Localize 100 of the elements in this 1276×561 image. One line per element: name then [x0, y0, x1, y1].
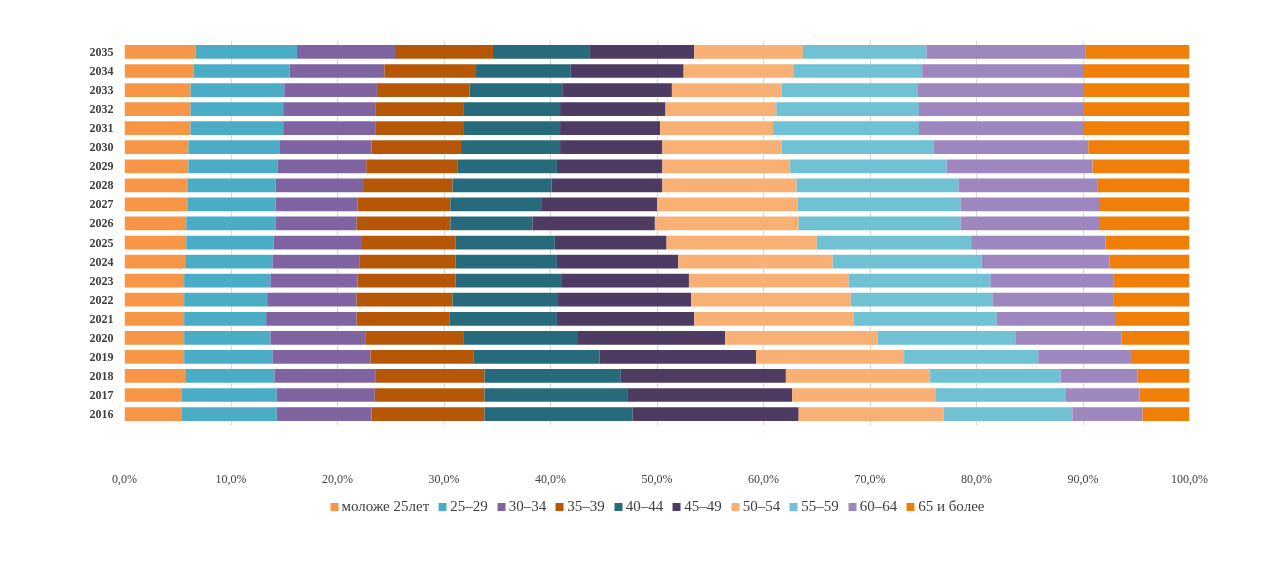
- y-tick-label: 2029: [89, 159, 114, 174]
- bar: [375, 102, 464, 116]
- bar: [266, 311, 357, 326]
- bar: [620, 369, 786, 383]
- bar: [374, 388, 485, 402]
- bar: [357, 197, 451, 212]
- bar: [365, 330, 464, 345]
- bar: [556, 254, 679, 269]
- bar: [556, 311, 695, 326]
- x-tick-label: 80,0%: [961, 471, 992, 486]
- bar: [184, 311, 267, 326]
- bar: [283, 102, 376, 116]
- bar: [551, 178, 663, 193]
- x-tick-label: 10,0%: [215, 471, 247, 486]
- bar: [798, 216, 961, 231]
- bar: [275, 197, 358, 212]
- bar: [678, 254, 833, 269]
- bar: [124, 121, 191, 136]
- legend-label: 50–54: [742, 497, 781, 515]
- y-tick-label: 2025: [89, 235, 114, 250]
- bar: [1083, 102, 1190, 116]
- bar: [124, 140, 189, 155]
- bar: [541, 197, 657, 212]
- bar: [273, 235, 362, 250]
- bar: [272, 254, 360, 269]
- x-tick-label: 20,0%: [322, 471, 353, 486]
- y-tick-label: 2024: [89, 254, 114, 269]
- bar: [270, 330, 366, 345]
- legend-label: 40–44: [625, 497, 664, 515]
- y-tick-label: 2017: [89, 388, 114, 402]
- bar: [665, 102, 777, 116]
- bar: [384, 64, 476, 78]
- bar: [461, 140, 561, 155]
- bar: [790, 159, 947, 174]
- bar: [796, 178, 959, 193]
- bar: [376, 83, 470, 97]
- bar: [297, 45, 396, 59]
- bar: [781, 83, 918, 97]
- bar: [816, 235, 972, 250]
- bar: [267, 292, 357, 307]
- bar: [356, 292, 453, 307]
- bar: [284, 83, 377, 97]
- y-tick-label: 2034: [89, 64, 114, 78]
- bar: [124, 64, 194, 78]
- bar: [124, 159, 189, 174]
- bar: [793, 64, 923, 78]
- bar: [463, 330, 578, 345]
- bar: [463, 102, 561, 116]
- bar: [971, 235, 1106, 250]
- bar: [1121, 330, 1190, 345]
- legend-label: моложе 25лет: [341, 497, 430, 515]
- bar: [395, 45, 493, 59]
- bar: [1088, 140, 1190, 155]
- bar: [1109, 254, 1190, 269]
- bar: [455, 235, 555, 250]
- bar: [182, 388, 277, 402]
- bar: [560, 102, 666, 116]
- bar: [484, 369, 621, 383]
- bar: [184, 350, 273, 364]
- y-tick-label: 2028: [89, 178, 114, 193]
- bar: [776, 102, 919, 116]
- bar: [124, 292, 185, 307]
- bar: [556, 159, 663, 174]
- bar: [124, 83, 191, 97]
- bar: [184, 273, 271, 288]
- bar: [186, 216, 276, 231]
- bar: [802, 45, 927, 59]
- bar: [356, 216, 451, 231]
- bar: [124, 197, 188, 212]
- bar: [272, 350, 371, 364]
- y-tick-label: 2031: [89, 121, 114, 136]
- bar: [1015, 330, 1122, 345]
- x-tick-label: 90,0%: [1067, 471, 1099, 486]
- y-tick-label: 2020: [89, 330, 114, 345]
- bar: [275, 178, 364, 193]
- bar: [671, 83, 782, 97]
- bar: [455, 254, 557, 269]
- bar: [1083, 121, 1190, 136]
- bar: [1139, 388, 1190, 402]
- legend-label: 25–29: [450, 497, 488, 515]
- x-tick-label: 30,0%: [428, 471, 460, 486]
- bar: [632, 407, 799, 421]
- bar: [532, 216, 655, 231]
- bar: [1072, 407, 1143, 421]
- bar: [570, 64, 684, 78]
- bar: [190, 102, 284, 116]
- bar: [848, 273, 991, 288]
- x-tick-label: 0,0%: [112, 471, 137, 486]
- bar: [1137, 369, 1190, 383]
- bar: [124, 235, 187, 250]
- bar: [662, 178, 797, 193]
- bar: [918, 102, 1083, 116]
- bar: [691, 292, 851, 307]
- bar: [1113, 273, 1190, 288]
- bar: [124, 369, 186, 383]
- bar: [1098, 216, 1190, 231]
- bar: [561, 273, 689, 288]
- bar: [484, 388, 628, 402]
- bar: [960, 197, 1099, 212]
- bar: [785, 369, 930, 383]
